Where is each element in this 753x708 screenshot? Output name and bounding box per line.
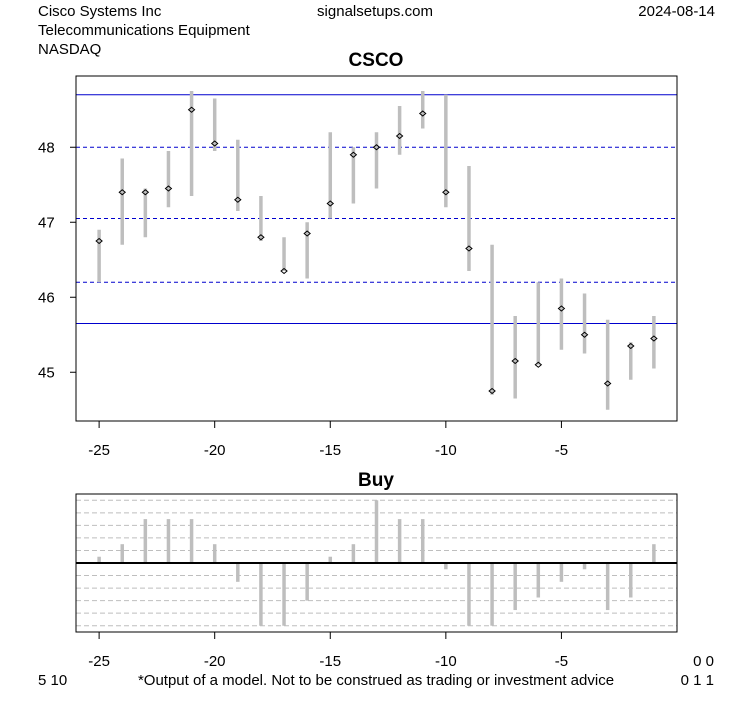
close-marker	[118, 189, 127, 196]
close-marker	[534, 361, 543, 368]
close-marker	[442, 189, 450, 196]
x-tick-label: -20	[204, 442, 226, 459]
disclaimer-text: *Output of a model. Not to be construed …	[138, 672, 614, 689]
close-marker	[395, 132, 404, 140]
close-marker	[557, 305, 566, 312]
exchange-label: NASDAQ	[38, 41, 101, 58]
x-tick-label: -5	[555, 653, 568, 670]
x-tick-label: -15	[319, 442, 341, 459]
x-tick-label: -20	[204, 653, 226, 670]
close-marker	[234, 196, 242, 203]
close-marker	[141, 189, 150, 196]
price-plot-frame	[75, 75, 678, 422]
signal-plot-frame	[75, 493, 678, 633]
close-marker	[187, 106, 196, 113]
close-marker	[349, 151, 358, 158]
close-marker	[580, 331, 589, 338]
y-tick-label: 45	[38, 364, 55, 381]
close-marker	[303, 230, 311, 237]
x-tick-label: -10	[435, 653, 457, 670]
close-marker	[488, 387, 496, 395]
close-marker	[164, 185, 173, 192]
price-panel: 45 46 47 48 -25 -20 -15 -10 -5	[38, 75, 678, 459]
signal-panel: -25 -20 -15 -10 -5	[75, 493, 678, 670]
company-name: Cisco Systems Inc	[38, 3, 162, 20]
x-tick-label: -25	[88, 442, 110, 459]
close-marker	[257, 234, 265, 241]
y-tick-label: 48	[38, 139, 55, 156]
close-marker	[95, 237, 103, 245]
price-chart-title: CSCO	[349, 50, 404, 71]
close-marker	[280, 267, 288, 275]
close-marker	[326, 200, 335, 207]
industry-label: Telecommunications Equipment	[38, 22, 251, 39]
close-marker	[372, 144, 381, 151]
y-tick-label: 46	[38, 289, 55, 306]
x-tick-label: -25	[88, 653, 110, 670]
close-marker	[465, 245, 473, 252]
close-marker	[511, 357, 519, 365]
x-tick-label: -5	[555, 442, 568, 459]
x-tick-label: -15	[319, 653, 341, 670]
footer-right-bottom: 0 1 1	[681, 672, 714, 689]
close-marker	[210, 140, 219, 147]
footer-left: 5 10	[38, 672, 67, 689]
y-tick-label: 47	[38, 214, 55, 231]
signal-chart-title: Buy	[358, 470, 394, 491]
x-tick-label: -10	[435, 442, 457, 459]
close-marker	[650, 335, 658, 342]
footer-right-top: 0 0	[693, 653, 714, 670]
date-label: 2024-08-14	[638, 3, 715, 20]
close-marker	[603, 380, 612, 387]
close-marker	[418, 110, 427, 117]
close-marker	[626, 342, 635, 350]
site-label: signalsetups.com	[317, 3, 433, 20]
